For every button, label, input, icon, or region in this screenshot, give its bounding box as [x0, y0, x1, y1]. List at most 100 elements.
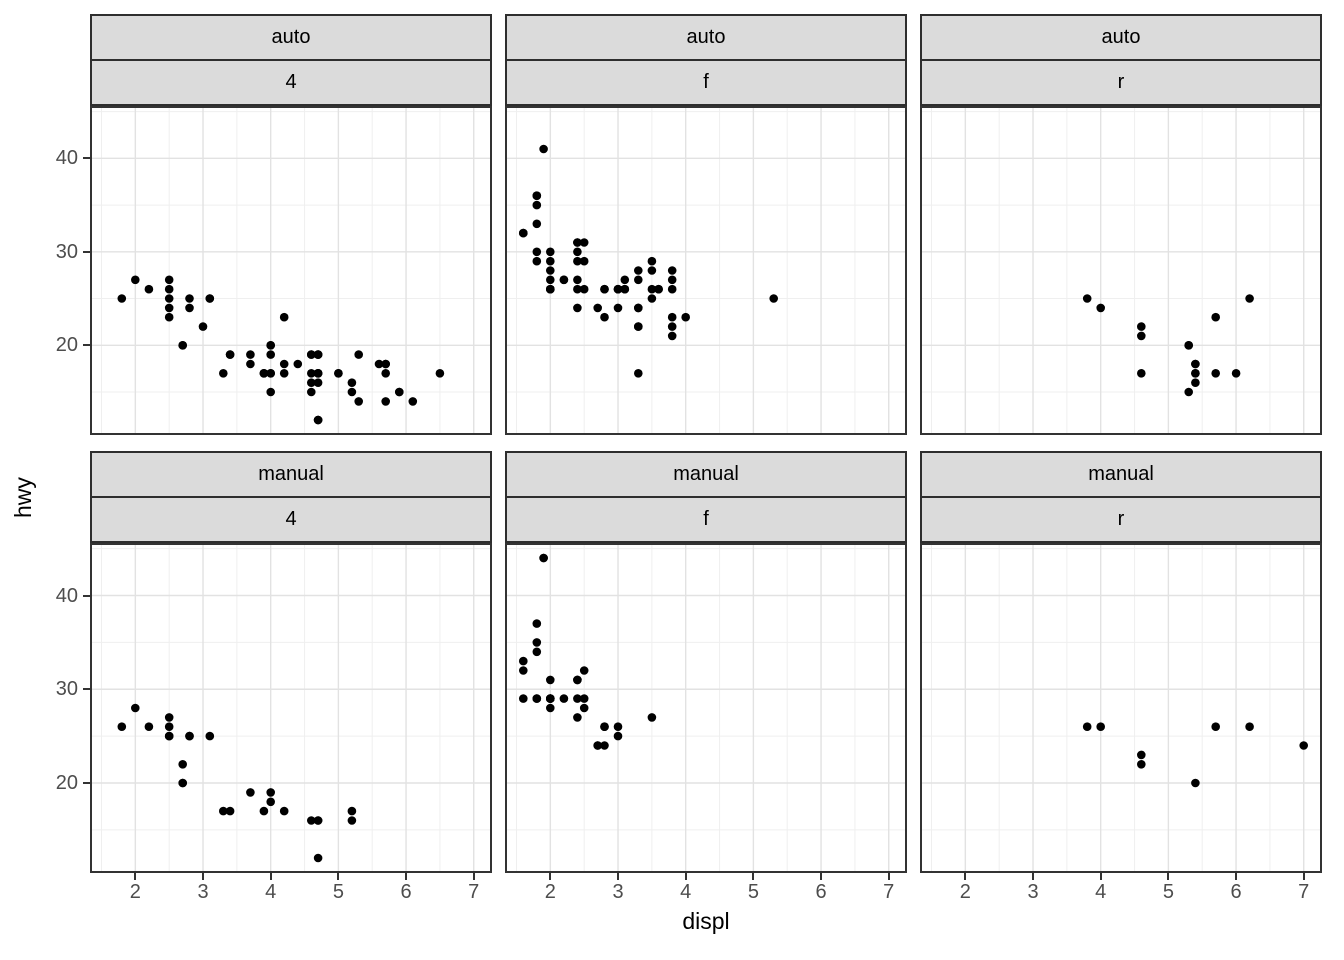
data-point — [613, 284, 623, 294]
data-point — [634, 369, 643, 378]
data-point — [532, 694, 542, 703]
data-point — [117, 294, 127, 303]
y-tick-label: 40 — [55, 584, 78, 607]
data-point — [1184, 387, 1193, 397]
x-tick-mark — [1099, 873, 1102, 880]
data-point — [178, 341, 187, 350]
data-point — [579, 256, 589, 266]
data-point — [1245, 722, 1254, 731]
data-point — [198, 322, 208, 331]
facet-strip-label: auto — [271, 26, 311, 48]
data-point — [164, 275, 174, 285]
x-tick-mark — [472, 873, 475, 880]
data-point — [225, 806, 235, 816]
y-tick-label: 20 — [55, 772, 78, 794]
facet-strip-label: f — [703, 71, 709, 93]
data-point — [307, 387, 316, 397]
data-point — [1191, 369, 1200, 378]
data-point — [313, 853, 323, 863]
facet-strip-label: r — [1117, 508, 1125, 530]
y-tick-mark — [83, 782, 90, 784]
data-point — [573, 284, 582, 294]
facet-strip-trans-auto-colf: auto — [505, 14, 907, 61]
data-point — [519, 694, 528, 703]
panel-canvas-auto-f — [505, 106, 907, 435]
panel-canvas-manual-4 — [90, 543, 492, 873]
data-point — [381, 359, 391, 369]
panel-canvas-auto-4 — [90, 106, 492, 435]
facet-strip-label: auto — [686, 26, 726, 48]
x-tick-label: 5 — [332, 881, 344, 903]
data-point — [681, 312, 690, 322]
data-point — [546, 703, 555, 713]
facet-strip-label: 4 — [285, 71, 297, 93]
x-tick-label: 6 — [1230, 881, 1242, 903]
x-tick-label: 4 — [1095, 881, 1107, 903]
data-point — [219, 369, 228, 378]
data-point — [546, 247, 555, 257]
data-point — [1299, 741, 1308, 750]
y-tick-label: 40 — [55, 147, 78, 170]
data-point — [539, 553, 548, 563]
data-point — [185, 303, 194, 313]
x-tick-label: 4 — [265, 881, 277, 903]
x-tick-label: 6 — [815, 881, 827, 903]
data-point — [164, 713, 174, 722]
data-point — [1096, 722, 1105, 731]
data-point — [347, 816, 357, 825]
facet-strip-trans-manual-colr: manual — [920, 451, 1322, 498]
data-point — [1184, 341, 1193, 350]
x-tick-mark — [549, 873, 552, 880]
x-tick-label: 2 — [129, 881, 141, 903]
panel-auto-r — [920, 106, 1322, 435]
data-point — [573, 247, 582, 257]
x-tick-mark — [684, 873, 687, 880]
data-point — [769, 294, 778, 303]
x-tick-label: 2 — [959, 881, 971, 903]
data-point — [178, 778, 187, 788]
data-point — [613, 303, 623, 313]
data-point — [435, 369, 445, 378]
data-point — [654, 284, 663, 294]
facet-strip-drv-f-bottom: f — [505, 496, 907, 543]
data-point — [1137, 322, 1146, 331]
data-point — [573, 303, 582, 313]
x-tick-mark — [887, 873, 890, 880]
x-tick-label: 3 — [197, 881, 209, 903]
data-point — [313, 369, 323, 378]
facet-strip-label: manual — [258, 463, 324, 485]
data-point — [347, 387, 357, 397]
data-point — [579, 238, 589, 247]
y-axis-title: hwy — [10, 477, 36, 518]
facet-strip-drv-4-top: 4 — [90, 59, 492, 106]
data-point — [546, 675, 555, 685]
data-point — [532, 619, 542, 628]
data-point — [546, 694, 555, 703]
x-tick-label: 7 — [1298, 881, 1310, 903]
data-point — [573, 675, 582, 685]
data-point — [1191, 359, 1200, 369]
data-point — [1211, 369, 1220, 378]
x-tick-mark — [202, 873, 204, 880]
data-point — [259, 806, 269, 816]
data-point — [164, 312, 174, 322]
data-point — [579, 703, 589, 713]
data-point — [647, 284, 657, 294]
data-point — [546, 256, 555, 266]
data-point — [600, 741, 609, 750]
data-point — [185, 731, 194, 741]
data-point — [347, 806, 357, 816]
data-point — [1137, 750, 1146, 760]
data-point — [1082, 722, 1092, 731]
data-point — [667, 312, 677, 322]
x-tick-mark — [964, 873, 967, 880]
data-point — [532, 200, 542, 210]
data-point — [381, 369, 391, 378]
data-point — [347, 378, 357, 388]
data-point — [205, 731, 215, 741]
y-tick-mark — [83, 594, 90, 597]
data-point — [593, 741, 602, 750]
data-point — [579, 284, 589, 294]
data-point — [1096, 303, 1105, 313]
y-tick-mark — [83, 157, 90, 160]
